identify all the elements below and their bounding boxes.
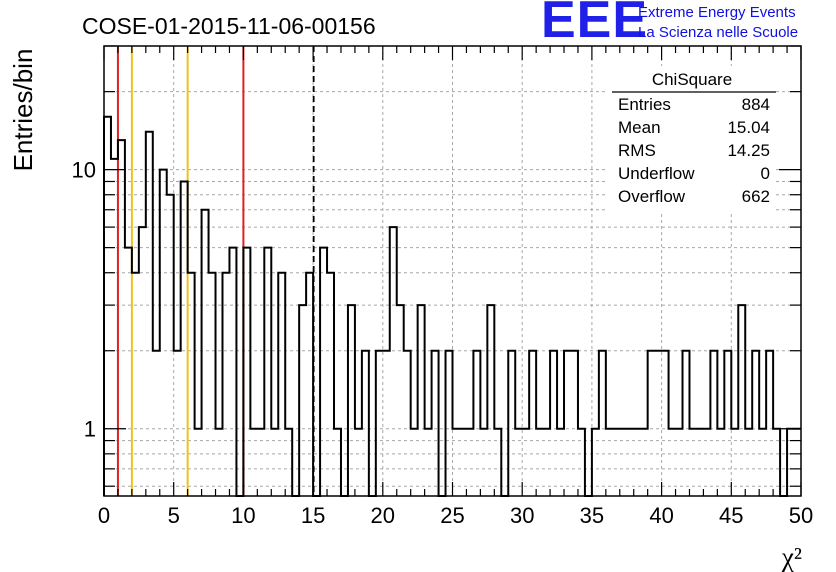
eee-logo: EEE [541,0,649,49]
x-axis-label: χ² [781,542,802,572]
stats-label-rms: RMS [618,141,656,160]
histogram-series [103,115,801,497]
x-tick-label: 35 [580,503,604,528]
stats-value-mean: 15.04 [727,118,770,137]
y-axis-label: Entries/bin [8,49,38,172]
stats-title: ChiSquare [652,70,732,89]
stats-value-underflow: 0 [761,164,770,183]
chart-title: COSE-01-2015-11-06-00156 [82,13,376,39]
x-tick-label: 0 [98,503,110,528]
x-tick-label: 25 [440,503,464,528]
x-tick-label: 5 [168,503,180,528]
x-tick-label: 15 [301,503,325,528]
stats-label-mean: Mean [618,118,661,137]
x-tick-label: 45 [719,503,743,528]
y-tick-label: 10 [72,158,96,183]
stats-box-bg [608,66,776,212]
x-tick-label: 50 [789,503,813,528]
stats-value-rms: 14.25 [727,141,770,160]
stats-label-entries: Entries [618,95,671,114]
stats-box: ChiSquare Entries 884 Mean 15.04 RMS 14.… [608,66,776,212]
stats-value-entries: 884 [742,95,770,114]
logo-line-2: La Scienza nelle Scuole [638,24,799,41]
x-tick-label: 40 [649,503,673,528]
stats-label-underflow: Underflow [618,164,695,183]
y-tick-label: 1 [84,417,96,442]
logo-line-1: Extreme Energy Events [638,4,796,21]
x-tick-label: 20 [371,503,395,528]
stats-value-overflow: 662 [742,187,770,206]
stats-label-overflow: Overflow [618,187,686,206]
x-tick-label: 30 [510,503,534,528]
x-tick-label: 10 [231,503,255,528]
axis-ticks: 0 5 10 15 20 25 30 35 40 45 50 1 10 [72,45,813,528]
